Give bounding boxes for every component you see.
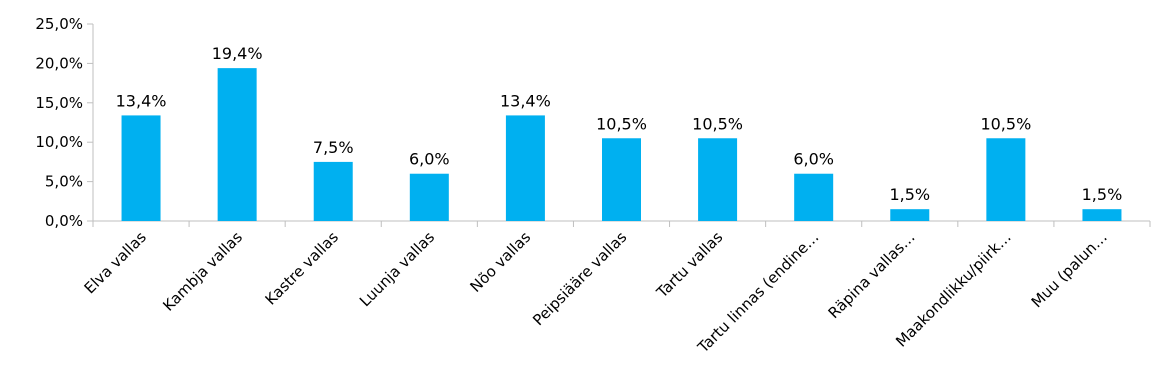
y-tick-label: 0,0% <box>45 212 83 230</box>
bar <box>794 173 834 221</box>
bar <box>409 173 449 221</box>
bar <box>505 115 545 221</box>
data-label: 19,4% <box>212 44 263 63</box>
bar <box>217 68 257 222</box>
data-label: 7,5% <box>313 138 354 157</box>
data-label: 1,5% <box>1082 185 1123 204</box>
category-labels: Elva vallas Kambja vallas Kastre vallas Luu… <box>81 228 1111 357</box>
bar <box>698 138 738 221</box>
y-tick-label: 5,0% <box>45 173 83 191</box>
x-axis <box>92 220 1151 227</box>
category-label: Nõo vallas <box>467 228 535 296</box>
bar <box>890 209 930 221</box>
bar <box>986 138 1026 221</box>
bar <box>602 138 641 221</box>
category-label: Kastre vallas <box>262 228 343 309</box>
data-label: 6,0% <box>793 150 834 169</box>
data-label: 10,5% <box>692 114 743 133</box>
category-label: Elva vallas <box>81 228 150 297</box>
category-label: Räpina vallas… <box>825 228 919 322</box>
data-label: 13,4% <box>500 91 551 110</box>
data-label: 1,5% <box>889 185 930 204</box>
category-label: Peipsiääre vallas <box>529 228 630 329</box>
y-tick-label: 20,0% <box>35 54 83 72</box>
y-tick-label: 10,0% <box>35 133 83 151</box>
category-label: Kambja vallas <box>159 228 246 315</box>
category-label: Tartu vallas <box>652 228 726 302</box>
data-labels: 13,4% 19,4% 7,5% 6,0% 13,4% 10,5% 10,5% 6,0% 1,5… <box>116 44 1123 204</box>
category-label: Luunja vallas <box>356 228 438 310</box>
data-label: 10,5% <box>980 114 1031 133</box>
bars <box>121 68 1122 222</box>
data-label: 6,0% <box>409 150 450 169</box>
y-tick-label: 25,0% <box>35 15 83 33</box>
bar <box>1082 209 1122 221</box>
y-axis: 0,0% 5,0% 10,0% 15,0% 20,0% 25,0% <box>35 15 94 230</box>
category-label: Muu (palun… <box>1028 228 1111 311</box>
y-tick-label: 15,0% <box>35 94 83 112</box>
bar <box>313 161 353 221</box>
data-label: 10,5% <box>596 114 647 133</box>
bar <box>121 115 161 221</box>
data-label: 13,4% <box>116 91 167 110</box>
